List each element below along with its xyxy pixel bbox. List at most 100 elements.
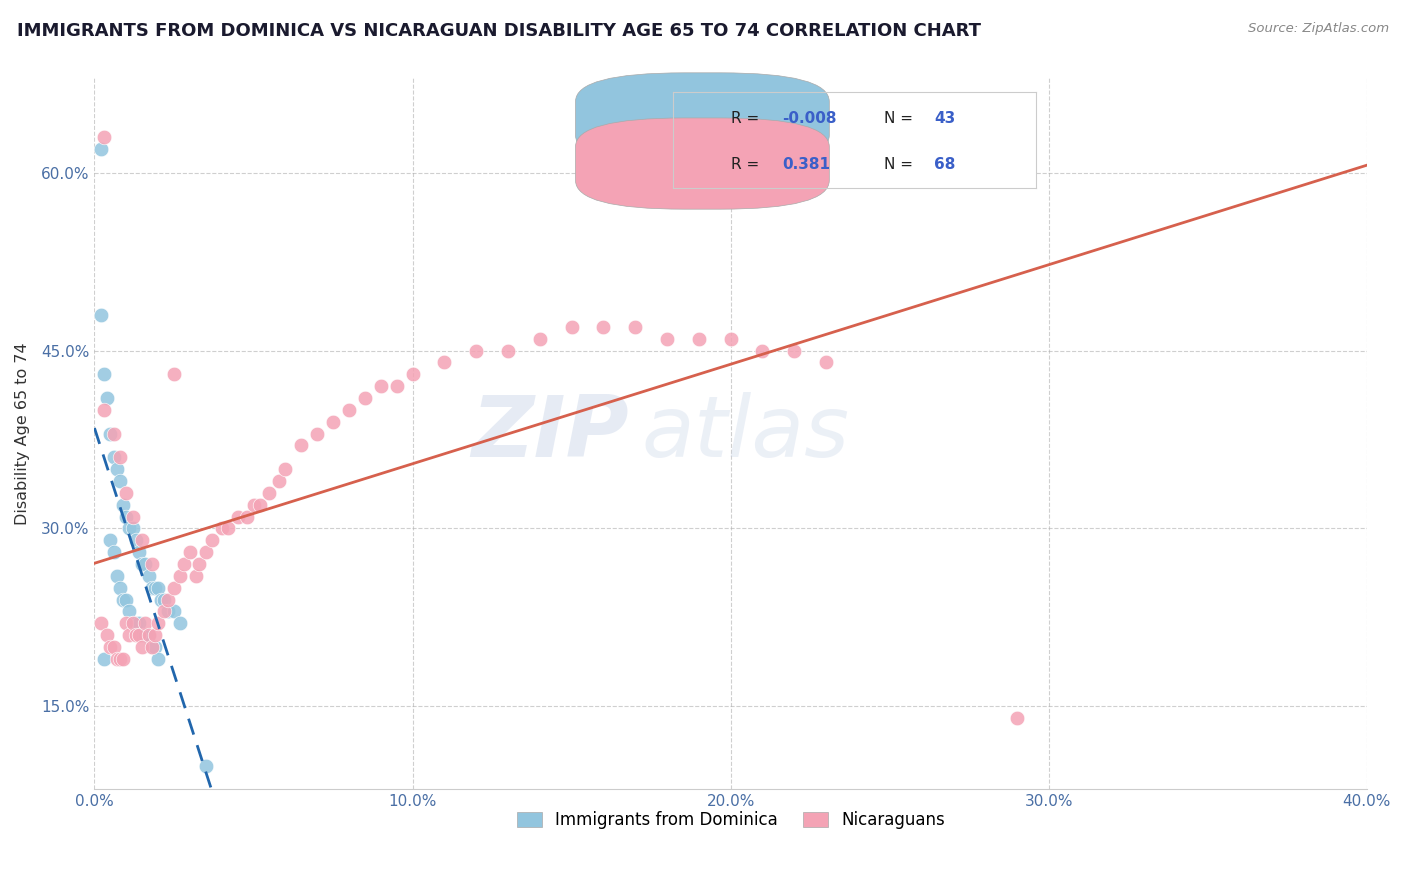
Point xyxy=(121,509,143,524)
Point xyxy=(108,581,131,595)
Point xyxy=(529,332,551,346)
Point xyxy=(105,652,128,666)
Point xyxy=(121,616,143,631)
Point xyxy=(100,533,122,548)
Point xyxy=(242,498,264,512)
Point xyxy=(141,640,163,654)
Point xyxy=(108,474,131,488)
Point xyxy=(128,628,150,642)
Point xyxy=(146,581,169,595)
Point xyxy=(96,391,118,405)
Point xyxy=(103,640,125,654)
Point xyxy=(186,569,208,583)
Point xyxy=(143,628,166,642)
Point xyxy=(131,640,153,654)
Point xyxy=(163,368,186,382)
Point xyxy=(125,616,148,631)
Point xyxy=(112,592,135,607)
Point xyxy=(226,509,249,524)
Point xyxy=(163,581,186,595)
Point xyxy=(496,343,519,358)
Point xyxy=(115,616,138,631)
Point xyxy=(688,332,710,346)
Point xyxy=(146,652,169,666)
Point xyxy=(118,521,141,535)
Point xyxy=(290,438,312,452)
Point xyxy=(108,652,131,666)
Point xyxy=(134,628,156,642)
Point xyxy=(783,343,806,358)
Text: atlas: atlas xyxy=(641,392,849,475)
Point xyxy=(125,533,148,548)
Point xyxy=(307,426,329,441)
Point xyxy=(465,343,488,358)
Point xyxy=(370,379,392,393)
Point xyxy=(156,592,179,607)
Point xyxy=(118,604,141,618)
Text: ZIP: ZIP xyxy=(471,392,628,475)
Point xyxy=(115,509,138,524)
Point xyxy=(134,557,156,571)
Point xyxy=(96,628,118,642)
Point xyxy=(720,332,742,346)
Point xyxy=(259,485,281,500)
Point xyxy=(150,592,173,607)
Point xyxy=(112,652,135,666)
Point xyxy=(125,628,148,642)
Point xyxy=(169,569,191,583)
Point xyxy=(211,521,233,535)
Point xyxy=(134,616,156,631)
Point xyxy=(1005,711,1028,725)
Point xyxy=(90,616,112,631)
Point xyxy=(267,474,290,488)
Text: IMMIGRANTS FROM DOMINICA VS NICARAGUAN DISABILITY AGE 65 TO 74 CORRELATION CHART: IMMIGRANTS FROM DOMINICA VS NICARAGUAN D… xyxy=(17,22,981,40)
Point xyxy=(103,450,125,465)
Point xyxy=(100,426,122,441)
Point xyxy=(131,628,153,642)
Point xyxy=(201,533,224,548)
Point xyxy=(156,604,179,618)
Point xyxy=(138,628,160,642)
Point xyxy=(322,415,344,429)
Point xyxy=(561,319,583,334)
Point xyxy=(624,319,647,334)
Y-axis label: Disability Age 65 to 74: Disability Age 65 to 74 xyxy=(15,343,30,524)
Point xyxy=(131,557,153,571)
Point xyxy=(105,569,128,583)
Point xyxy=(592,319,614,334)
Point xyxy=(143,640,166,654)
Point xyxy=(115,485,138,500)
Point xyxy=(138,569,160,583)
Point xyxy=(115,592,138,607)
Point xyxy=(188,557,211,571)
Point xyxy=(385,379,408,393)
Point xyxy=(751,343,773,358)
Point xyxy=(249,498,271,512)
Point xyxy=(173,557,195,571)
Point xyxy=(163,604,186,618)
Point xyxy=(103,545,125,559)
Point xyxy=(236,509,259,524)
Point xyxy=(169,616,191,631)
Point xyxy=(93,652,115,666)
Point xyxy=(141,557,163,571)
Point xyxy=(194,545,217,559)
Point xyxy=(141,640,163,654)
Point xyxy=(401,368,423,382)
Point xyxy=(141,581,163,595)
Point xyxy=(121,521,143,535)
Point xyxy=(128,616,150,631)
Point xyxy=(655,332,678,346)
Point xyxy=(274,462,297,476)
Point xyxy=(433,355,456,369)
Point xyxy=(93,402,115,417)
Point xyxy=(217,521,239,535)
Point xyxy=(815,355,838,369)
Point xyxy=(108,450,131,465)
Point xyxy=(93,130,115,145)
Point xyxy=(128,545,150,559)
Point xyxy=(353,391,375,405)
Point xyxy=(93,368,115,382)
Point xyxy=(118,628,141,642)
Point xyxy=(112,498,135,512)
